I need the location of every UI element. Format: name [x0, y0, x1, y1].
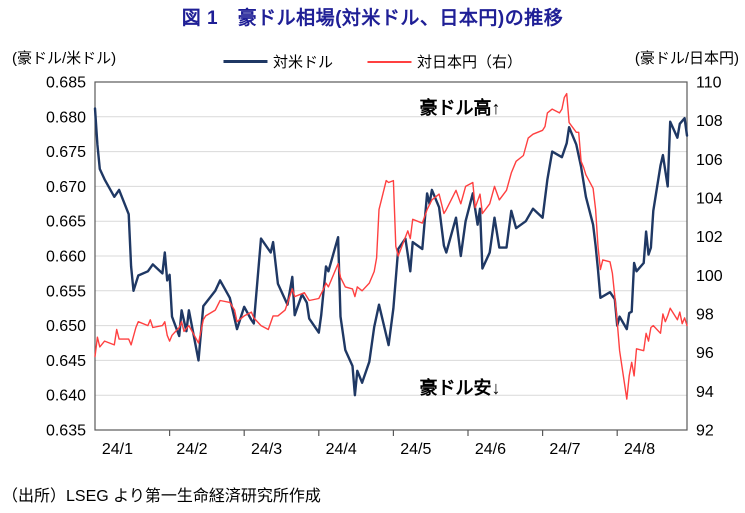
y-right-tick-label: 98: [696, 307, 714, 324]
usd-line-swatch: [222, 60, 267, 63]
legend-item-usd: 対米ドル: [222, 51, 333, 72]
x-tick-label: 24/8: [624, 441, 655, 458]
y-left-tick-label: 0.650: [46, 318, 86, 335]
x-tick-label: 24/7: [549, 441, 580, 458]
y-right-tick-label: 104: [696, 191, 723, 208]
plot-border: [94, 81, 688, 431]
y-right-tick-label: 94: [696, 384, 714, 401]
figure-title: 図 1 豪ドル相場(対米ドル、日本円)の推移: [181, 8, 564, 29]
y-right-tick-label: 106: [696, 152, 723, 169]
y-left-tick-label: 0.640: [46, 388, 86, 405]
y-right-tick-label: 108: [696, 113, 723, 130]
y-right-tick-label: 102: [696, 229, 723, 246]
y-right-tick-label: 110: [696, 75, 722, 92]
y-right-tick-label: 100: [696, 268, 723, 285]
left-axis-unit-label: (豪ドル/米ドル): [12, 50, 117, 67]
legend: 対米ドル 対日本円（右）: [222, 51, 522, 72]
series-line-aud-jpy: [94, 92, 688, 400]
y-left-tick-label: 0.685: [46, 75, 86, 92]
y-right-tick-label: 92: [696, 423, 714, 440]
y-left-tick-label: 0.655: [46, 283, 86, 300]
x-tick-label: 24/4: [326, 441, 357, 458]
y-left-tick-label: 0.660: [46, 249, 86, 266]
y-left-tick-label: 0.675: [46, 144, 86, 161]
annotation-aud-low: 豪ドル安↓: [419, 378, 501, 398]
legend-label-usd: 対米ドル: [272, 54, 333, 71]
source-note: （出所）LSEG より第一生命経済研究所作成: [2, 488, 321, 505]
y-left-tick-label: 0.680: [46, 109, 86, 126]
x-tick-label: 24/1: [102, 441, 133, 458]
annotation-aud-high: 豪ドル高↑: [419, 98, 501, 118]
y-right-tick-label: 96: [696, 345, 714, 362]
y-left-tick-label: 0.670: [46, 179, 86, 196]
x-tick-label: 24/5: [400, 441, 431, 458]
y-left-tick-label: 0.665: [46, 214, 86, 231]
y-left-tick-label: 0.635: [46, 423, 86, 440]
jpy-line-swatch: [367, 60, 411, 63]
x-tick-label: 24/6: [475, 441, 506, 458]
x-tick-label: 24/3: [251, 441, 282, 458]
legend-item-jpy: 対日本円（右）: [367, 51, 522, 72]
x-tick-label: 24/2: [176, 441, 207, 458]
y-left-tick-label: 0.645: [46, 353, 86, 370]
legend-label-jpy: 対日本円（右）: [417, 54, 523, 71]
right-axis-unit-label: (豪ドル/日本円): [634, 50, 739, 67]
